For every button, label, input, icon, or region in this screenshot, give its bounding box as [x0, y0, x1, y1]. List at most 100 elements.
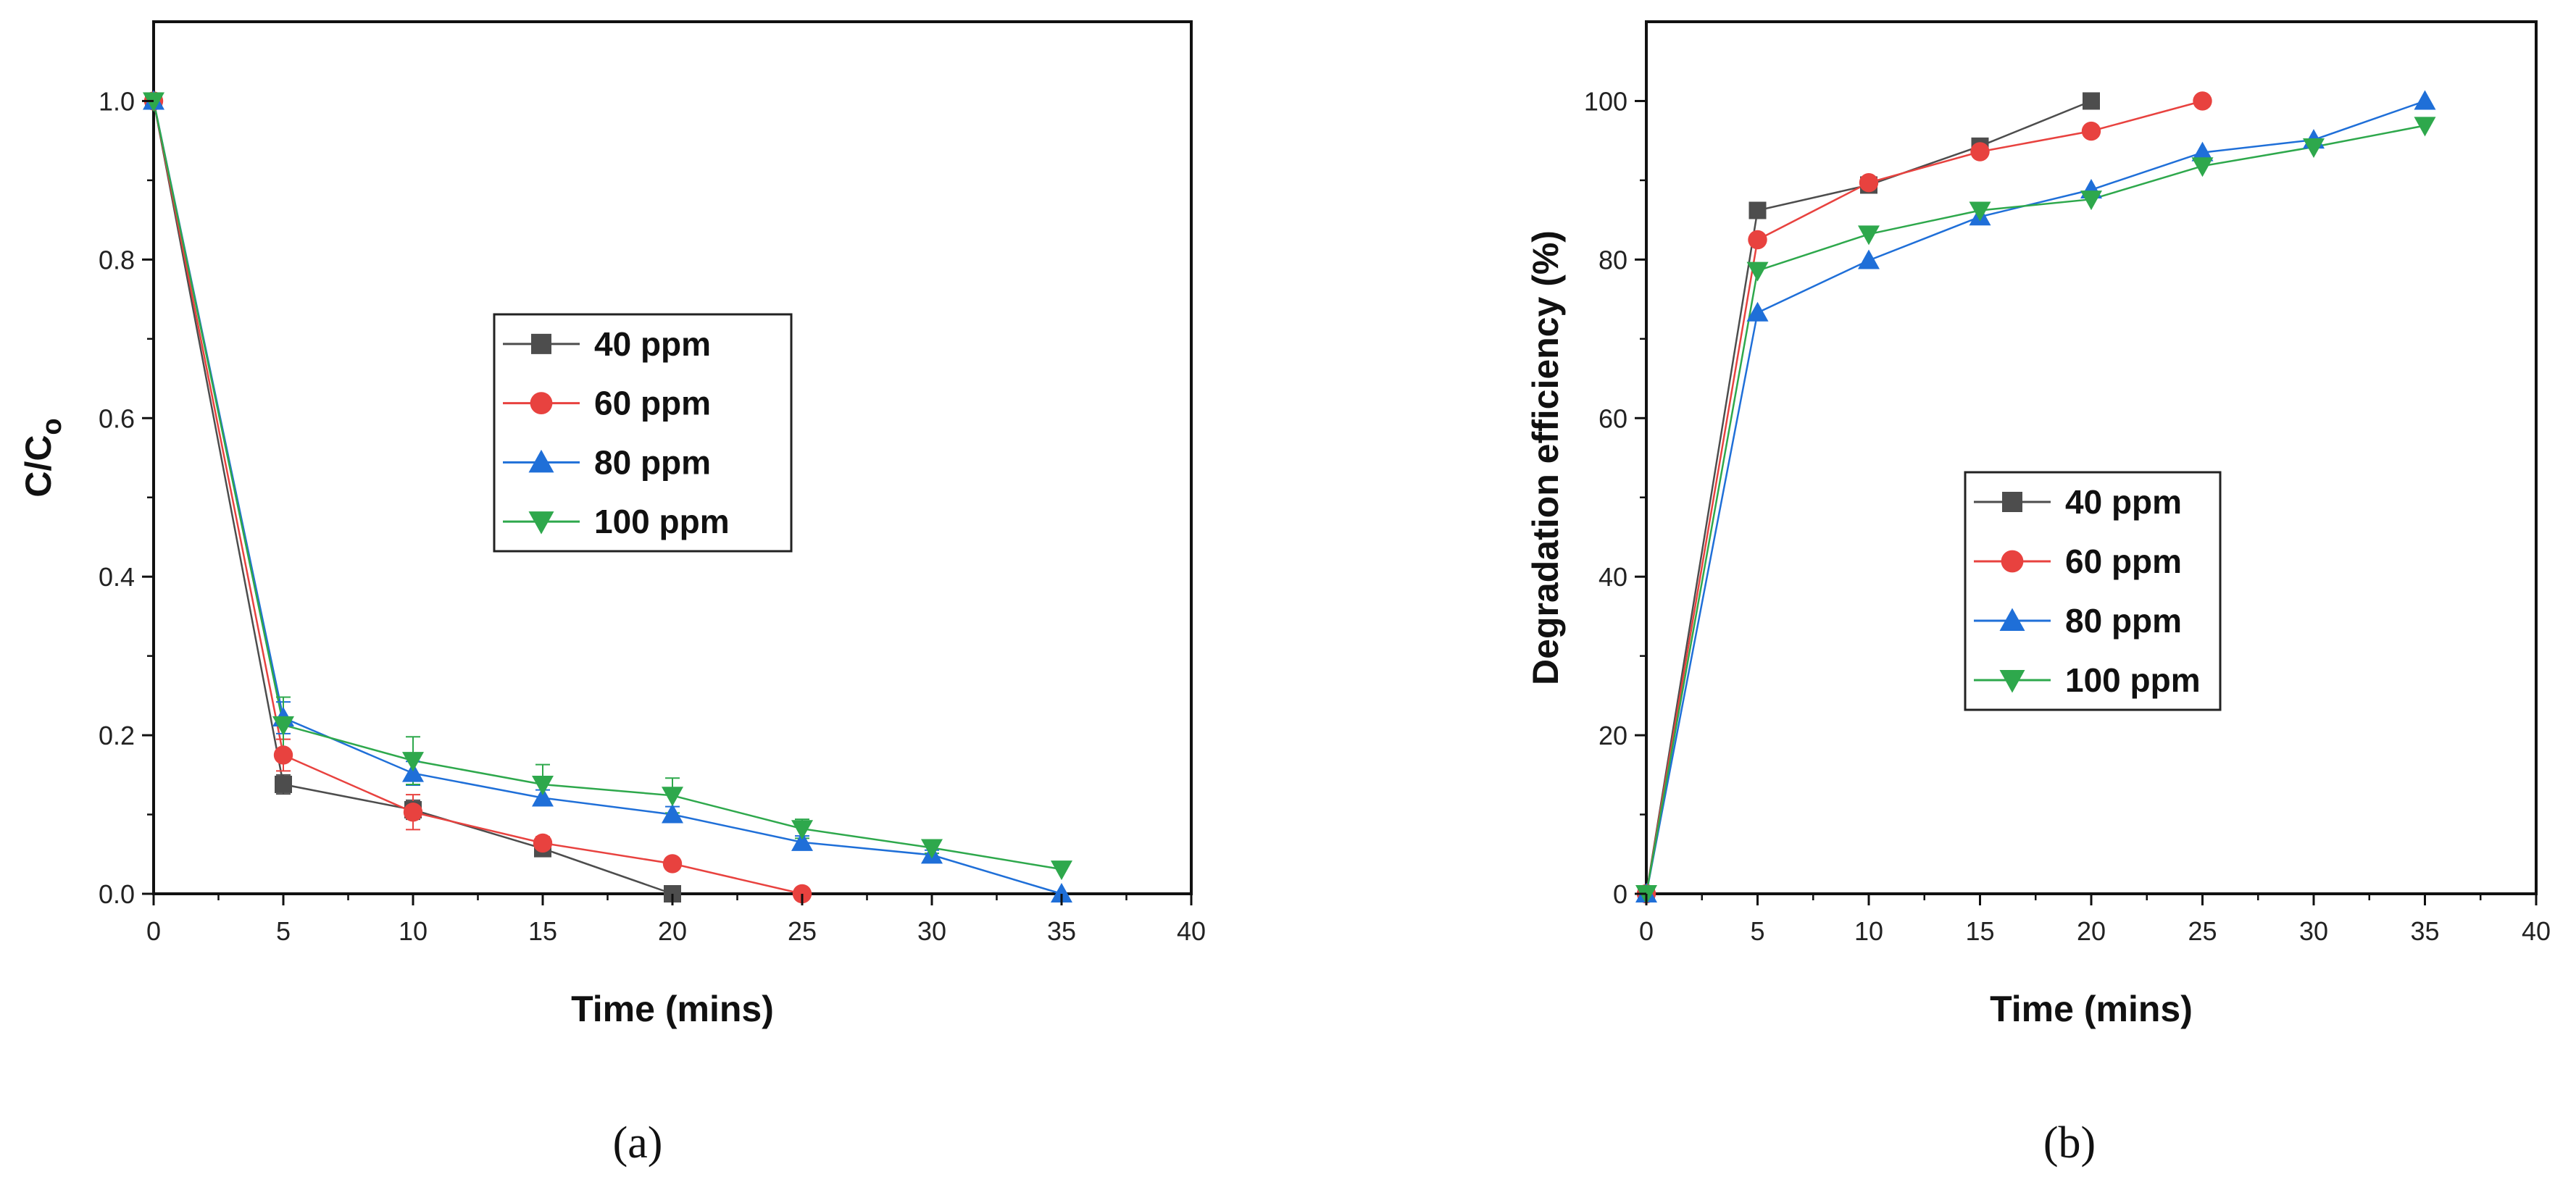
- legend-a: 40 ppm 60 ppm 80 ppm 100 ppm: [493, 313, 793, 553]
- data-marks-a: [143, 90, 1072, 904]
- data-point-b-1-2: [1859, 172, 1879, 193]
- x-tick-label-b: 40: [2522, 916, 2551, 946]
- data-point-a-3-3: [532, 775, 554, 795]
- y-tick-label-b: 80: [1598, 245, 1627, 275]
- data-point-b-2-7: [2414, 90, 2436, 110]
- y-tick-label-a: 0.4: [99, 562, 135, 592]
- data-point-a-1-1: [273, 745, 293, 765]
- legend-b: 40 ppm 60 ppm 80 ppm 100 ppm: [1964, 471, 2222, 711]
- legend-marker-b-3: [1999, 670, 2025, 693]
- series-line-b-1: [1645, 100, 2203, 895]
- plot-frame-b: [1645, 20, 2538, 895]
- series-line-a-3: [152, 101, 1062, 871]
- y-tick-label-a: 0.8: [99, 245, 135, 275]
- data-point-a-3-7: [1051, 860, 1072, 881]
- y-axis-title-a: C/Co: [18, 418, 67, 497]
- data-point-a-3-6: [921, 839, 943, 859]
- x-tick-label-a: 30: [917, 916, 946, 946]
- legend-marker-a-0: [531, 333, 551, 354]
- x-axis-title-a: Time (mins): [571, 989, 774, 1029]
- chart-panel-b: 0 5 10 15 20 25 30 35 40 0 20 40 60 80 100 40 ppm 60 pp…: [1525, 20, 2551, 1168]
- x-tick-label-b: 20: [2077, 916, 2106, 946]
- data-point-a-2-7: [1051, 883, 1072, 902]
- data-point-b-3-5: [2191, 157, 2214, 177]
- x-tick-label-a: 25: [788, 916, 817, 946]
- data-point-b-2-1: [1746, 301, 1769, 322]
- series-line-a-1: [152, 101, 803, 895]
- data-point-a-1-4: [662, 854, 683, 874]
- x-axis-title-b: Time (mins): [1990, 989, 2193, 1029]
- panel-label-b: (b): [2043, 1118, 2096, 1168]
- data-point-a-1-2: [403, 803, 423, 822]
- legend-label-a-1: 60 ppm: [594, 385, 711, 422]
- x-tick-label-a: 10: [399, 916, 428, 946]
- legend-marker-b-1: [2001, 550, 2024, 573]
- x-tick-label-b: 10: [1854, 916, 1883, 946]
- data-point-b-3-3: [1969, 201, 1991, 222]
- data-point-a-2-5: [791, 831, 813, 851]
- y-tick-label-a: 0.2: [99, 721, 135, 750]
- data-point-a-3-1: [272, 716, 294, 736]
- data-marks-b: [1635, 90, 2436, 905]
- legend-label-b-3: 100 ppm: [2065, 661, 2201, 699]
- data-point-b-3-6: [2303, 138, 2325, 158]
- legend-label-a-0: 40 ppm: [594, 325, 711, 363]
- legend-label-a-3: 100 ppm: [594, 503, 730, 540]
- y-tick-label-b: 20: [1598, 721, 1627, 750]
- data-point-b-3-7: [2414, 117, 2436, 137]
- x-tick-label-a: 20: [658, 916, 687, 946]
- x-tick-label-b: 5: [1750, 916, 1764, 946]
- panel-label-a: (a): [613, 1118, 663, 1168]
- legend-label-b-1: 60 ppm: [2065, 543, 2182, 580]
- data-point-a-3-2: [402, 752, 424, 772]
- y-tick-label-b: 40: [1598, 562, 1627, 592]
- data-point-a-2-2: [402, 762, 424, 782]
- data-point-b-0-4: [2083, 92, 2100, 110]
- y-tick-label-a: 0.6: [99, 403, 135, 433]
- x-tick-label-b: 25: [2188, 916, 2217, 946]
- data-point-b-1-1: [1748, 230, 1767, 250]
- chart-panel-a: 0 5 10 15 20 25 30 35 40 0.0 0.2 0.4 0.6 0.8 1.0 40 pp…: [18, 20, 1206, 1168]
- legend-marker-a-1: [530, 392, 553, 415]
- y-tick-label-a: 0.0: [99, 879, 135, 909]
- x-tick-label-a: 40: [1177, 916, 1206, 946]
- x-tick-label-b: 15: [1965, 916, 1994, 946]
- x-tick-label-a: 0: [146, 916, 161, 946]
- data-point-a-2-3: [532, 787, 554, 807]
- data-point-b-3-2: [1858, 225, 1880, 246]
- data-point-a-3-4: [662, 787, 683, 807]
- x-tick-label-b: 0: [1639, 916, 1654, 946]
- y-tick-label-b: 60: [1598, 403, 1627, 433]
- y-axis-title-a-sub: o: [37, 418, 67, 435]
- data-point-b-3-1: [1746, 261, 1769, 282]
- x-tick-label-b: 30: [2299, 916, 2328, 946]
- series-line-b-2: [1645, 100, 2425, 895]
- x-tick-label-a: 35: [1047, 916, 1076, 946]
- legend-label-a-2: 80 ppm: [594, 443, 711, 481]
- y-tick-label-b: 0: [1613, 879, 1627, 909]
- data-point-a-3-5: [791, 820, 813, 840]
- legend-marker-a-3: [528, 511, 554, 535]
- legend-label-b-2: 80 ppm: [2065, 602, 2182, 640]
- legend-label-b-0: 40 ppm: [2065, 483, 2182, 521]
- data-point-b-0-1: [1748, 201, 1767, 219]
- data-point-b-1-5: [2193, 91, 2212, 111]
- data-point-b-3-4: [2080, 190, 2102, 211]
- data-point-b-2-2: [1858, 249, 1880, 269]
- x-tick-label-a: 15: [528, 916, 557, 946]
- y-axis-title-b: Degradation efficiency (%): [1525, 230, 1566, 685]
- axis-ticks-a: 0 5 10 15 20 25 30 35 40 0.0 0.2 0.4 0.6 0.8 1.0: [99, 86, 1206, 946]
- axis-ticks-b: 0 5 10 15 20 25 30 35 40 0 20 40 60 80 100: [1584, 86, 2551, 946]
- series-line-a-2: [152, 101, 1062, 895]
- x-tick-label-a: 5: [276, 916, 291, 946]
- data-point-a-0-1: [275, 775, 292, 793]
- x-tick-label-b: 35: [2410, 916, 2439, 946]
- legend-marker-b-0: [2002, 492, 2022, 512]
- series-line-b-3: [1645, 125, 2425, 895]
- data-point-b-2-5: [2191, 141, 2214, 162]
- y-tick-label-b: 100: [1584, 86, 1627, 116]
- data-point-a-2-4: [662, 803, 683, 824]
- legend-marker-a-2: [528, 449, 554, 473]
- data-point-b-1-3: [1970, 142, 1990, 162]
